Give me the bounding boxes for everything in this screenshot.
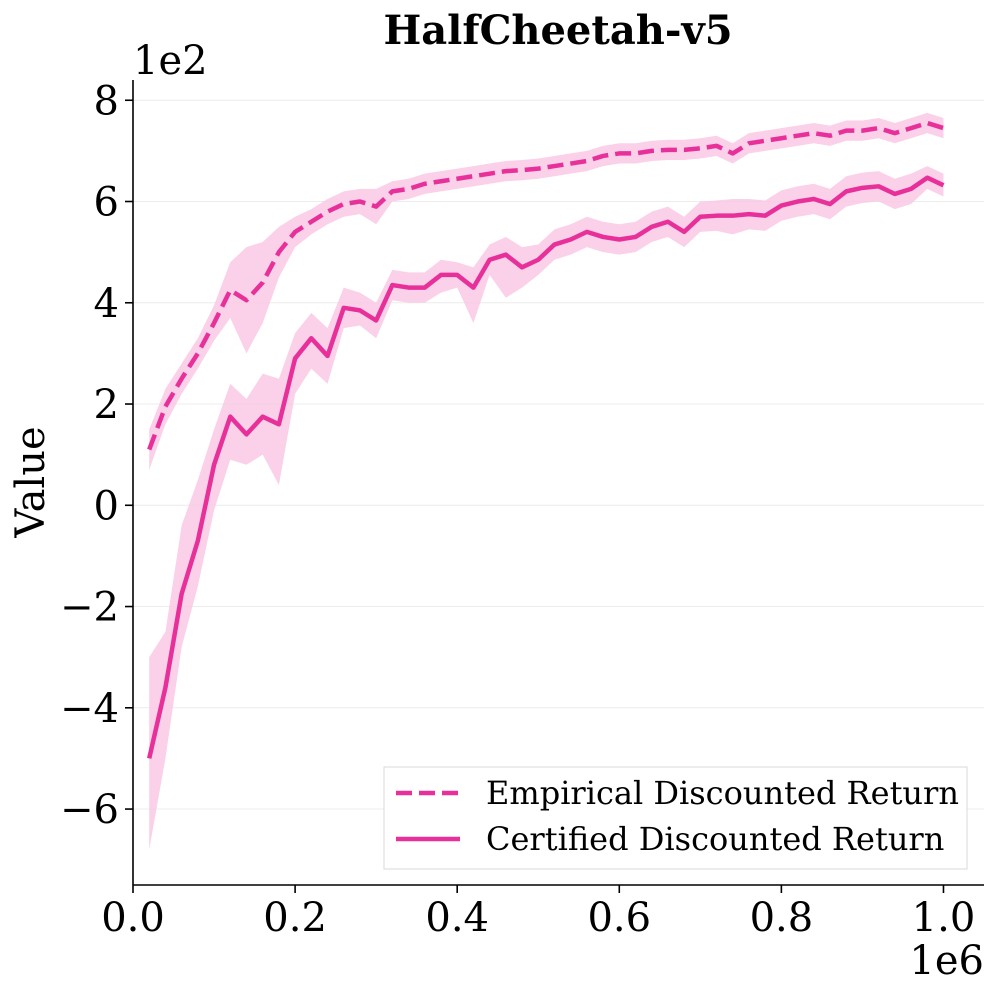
y-tick-label-2: −2 bbox=[60, 585, 119, 631]
y-tick-label-0: −6 bbox=[60, 787, 119, 833]
x-tick-label-4: 0.8 bbox=[750, 895, 814, 941]
y-tick-label-7: 8 bbox=[94, 78, 119, 124]
y-axis-label: Value bbox=[8, 426, 54, 538]
y-tick-label-3: 0 bbox=[94, 483, 119, 529]
y-tick-label-6: 6 bbox=[94, 180, 119, 226]
y-multiplier-label: 1e2 bbox=[133, 38, 208, 84]
series-lines bbox=[147, 120, 945, 759]
x-tick-label-2: 0.4 bbox=[425, 895, 489, 941]
y-tick-label-1: −4 bbox=[60, 686, 119, 732]
axes bbox=[132, 80, 984, 886]
x-tick-label-3: 0.6 bbox=[587, 895, 651, 941]
y-ticks: −6 −4 −2 0 2 4 6 8 bbox=[60, 78, 133, 833]
legend-frame bbox=[383, 766, 968, 870]
line-series-1 bbox=[147, 175, 945, 759]
legend: Empirical Discounted Return Certified Di… bbox=[383, 766, 968, 870]
x-tick-label-0: 0.0 bbox=[101, 895, 165, 941]
x-multiplier-label: 1e6 bbox=[909, 938, 984, 984]
line-series-0 bbox=[147, 120, 945, 451]
chart-title: HalfCheetah-v5 bbox=[383, 7, 732, 54]
legend-label-certified: Certified Discounted Return bbox=[486, 820, 944, 858]
confidence-bands bbox=[149, 112, 944, 850]
x-ticks: 0.0 0.2 0.4 0.6 0.8 1.0 bbox=[101, 885, 975, 941]
legend-label-empirical: Empirical Discounted Return bbox=[486, 774, 959, 812]
y-tick-label-4: 2 bbox=[94, 382, 119, 428]
x-tick-label-1: 0.2 bbox=[263, 895, 327, 941]
y-tick-label-5: 4 bbox=[94, 281, 119, 327]
band-series-0 bbox=[149, 112, 944, 470]
x-tick-label-5: 1.0 bbox=[912, 895, 976, 941]
